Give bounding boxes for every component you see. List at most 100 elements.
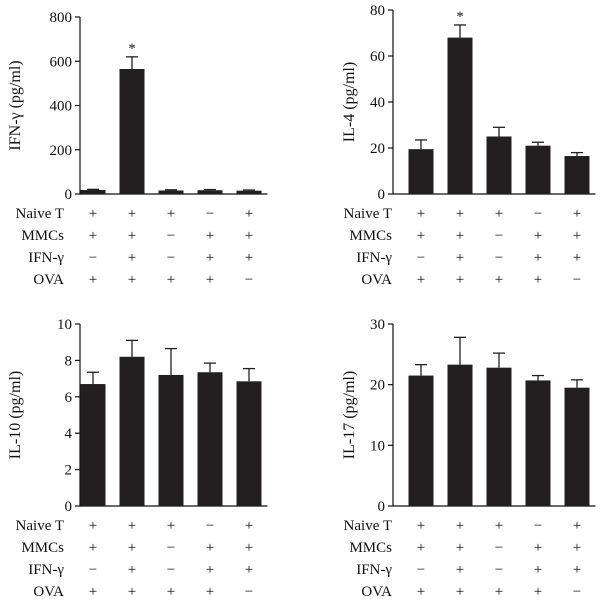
y-axis-label: IL-10 (pg/ml) <box>7 371 24 459</box>
condition-label: Naive T <box>344 518 392 534</box>
y-tick-label: 8 <box>65 353 73 369</box>
condition-sign: + <box>534 250 542 266</box>
bar <box>408 149 434 194</box>
condition-label: MMCs <box>349 540 392 556</box>
condition-label: OVA <box>361 584 392 600</box>
bar <box>236 190 262 194</box>
condition-sign: − <box>534 206 542 222</box>
y-axis-label: IL-4 (pg/ml) <box>341 62 358 142</box>
condition-sign: + <box>89 540 97 556</box>
condition-sign: + <box>456 206 464 222</box>
condition-sign: + <box>206 272 214 288</box>
y-tick-label: 10 <box>370 438 385 454</box>
condition-sign: − <box>573 584 581 600</box>
condition-sign: + <box>495 272 503 288</box>
condition-sign: + <box>573 562 581 578</box>
condition-sign: − <box>417 562 425 578</box>
condition-sign: + <box>456 584 464 600</box>
condition-sign: − <box>495 540 503 556</box>
condition-label: Naive T <box>344 206 392 222</box>
condition-sign: − <box>417 250 425 266</box>
condition-sign: − <box>89 250 97 266</box>
condition-sign: + <box>245 540 253 556</box>
bar <box>197 372 223 506</box>
bar <box>408 375 434 506</box>
condition-sign: + <box>456 540 464 556</box>
bar <box>525 380 551 506</box>
y-tick-label: 60 <box>370 49 385 65</box>
condition-label: MMCs <box>21 228 64 244</box>
y-tick-label: 6 <box>65 390 73 406</box>
y-tick-label: 80 <box>370 3 385 19</box>
condition-sign: + <box>495 518 503 534</box>
condition-sign: + <box>417 228 425 244</box>
condition-sign: + <box>206 228 214 244</box>
condition-label: IFN-γ <box>28 250 64 266</box>
y-tick-label: 40 <box>370 95 385 111</box>
condition-sign: + <box>573 250 581 266</box>
y-tick-label: 0 <box>65 187 73 203</box>
bar <box>236 381 262 506</box>
bar <box>197 190 223 194</box>
condition-sign: + <box>245 228 253 244</box>
condition-sign: + <box>534 540 542 556</box>
bar <box>564 156 590 194</box>
condition-label: OVA <box>33 584 64 600</box>
condition-label: MMCs <box>21 540 64 556</box>
bar <box>119 356 145 506</box>
condition-sign: + <box>456 562 464 578</box>
condition-sign: + <box>456 518 464 534</box>
bar <box>486 367 512 506</box>
condition-sign: − <box>495 250 503 266</box>
y-tick-label: 800 <box>50 10 73 26</box>
chart-panel-4: 0 10 20 30 IL-17 (pg/ml) Naive T + + + − + MMCs + + − +… <box>341 317 596 600</box>
chart-panel-1: 0 200 400 600 800 IFN-γ (pg/ml) * Naive T + + + − + M… <box>7 10 268 288</box>
condition-sign: + <box>128 562 136 578</box>
condition-sign: + <box>167 518 175 534</box>
condition-sign: + <box>417 540 425 556</box>
condition-sign: + <box>417 206 425 222</box>
condition-sign: − <box>89 562 97 578</box>
condition-sign: − <box>495 228 503 244</box>
condition-sign: + <box>245 250 253 266</box>
condition-sign: + <box>128 518 136 534</box>
condition-sign: + <box>206 250 214 266</box>
condition-sign: + <box>245 206 253 222</box>
y-tick-label: 400 <box>50 99 73 115</box>
condition-sign: + <box>128 228 136 244</box>
condition-sign: − <box>206 518 214 534</box>
condition-sign: + <box>128 272 136 288</box>
y-tick-label: 0 <box>65 499 73 515</box>
condition-sign: + <box>206 562 214 578</box>
y-tick-label: 4 <box>65 426 73 442</box>
condition-sign: − <box>245 272 253 288</box>
bar <box>80 384 106 506</box>
y-axis-label: IFN-γ (pg/ml) <box>7 60 24 150</box>
condition-sign: + <box>128 206 136 222</box>
condition-sign: + <box>206 584 214 600</box>
condition-label: IFN-γ <box>356 250 392 266</box>
condition-sign: − <box>167 250 175 266</box>
condition-sign: + <box>245 518 253 534</box>
condition-sign: + <box>167 206 175 222</box>
condition-sign: + <box>128 584 136 600</box>
condition-label: MMCs <box>349 228 392 244</box>
condition-sign: + <box>495 584 503 600</box>
condition-label: OVA <box>33 272 64 288</box>
condition-sign: + <box>128 540 136 556</box>
condition-sign: + <box>89 228 97 244</box>
y-tick-label: 0 <box>378 187 386 203</box>
bar <box>119 68 145 194</box>
condition-sign: + <box>417 272 425 288</box>
chart-panel-2: 0 20 40 60 80 IL-4 (pg/ml) * Naive T + + + − + MMCs + +… <box>341 3 596 288</box>
bar <box>158 190 184 194</box>
condition-sign: + <box>573 228 581 244</box>
chart-panel-3: 0 2 4 6 8 10 IL-10 (pg/ml) Naive T + + + − + MMCs + + − +… <box>7 317 268 600</box>
y-tick-label: 20 <box>370 141 385 157</box>
bar <box>158 374 184 506</box>
y-tick-label: 20 <box>370 378 385 394</box>
condition-sign: − <box>206 206 214 222</box>
condition-label: IFN-γ <box>356 562 392 578</box>
y-tick-label: 0 <box>378 499 386 515</box>
condition-sign: − <box>167 540 175 556</box>
